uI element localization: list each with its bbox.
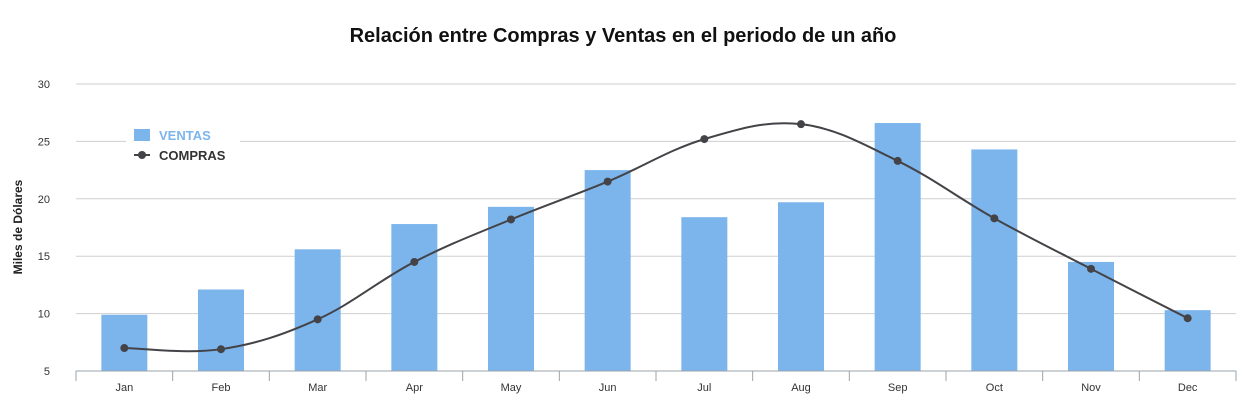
bar-ventas-aug[interactable]: [778, 202, 824, 371]
bar-ventas-jan[interactable]: [101, 314, 148, 371]
grid-layer: [76, 83, 1236, 315]
y-axis-label: Miles de Dólares: [11, 179, 25, 274]
x-tick-label: Feb: [212, 382, 231, 394]
legend[interactable]: VENTAS COMPRAS: [126, 124, 240, 170]
x-tick-label: Mar: [308, 382, 327, 394]
chart-title: Relación entre Compras y Ventas en el pe…: [350, 25, 897, 47]
bar-ventas-apr[interactable]: [391, 224, 438, 371]
x-tick-label: Sep: [888, 382, 908, 394]
point-compras-feb[interactable]: [217, 345, 225, 354]
bar-ventas-feb[interactable]: [198, 289, 244, 371]
point-compras-mar[interactable]: [313, 315, 322, 324]
x-tick-label: Oct: [986, 382, 1003, 394]
point-compras-jun[interactable]: [603, 177, 612, 186]
y-tick-label: 20: [38, 194, 50, 206]
point-compras-sep[interactable]: [893, 156, 902, 165]
legend-swatch-ventas: [134, 129, 150, 141]
line-layer: [120, 120, 1192, 354]
point-compras-oct[interactable]: [990, 214, 999, 223]
axis-layer: 5 10 15 20 25 30 Jan Feb Mar Apr May Jun Jul Aug Sep Oc…: [38, 79, 1237, 394]
bar-ventas-jul[interactable]: [681, 217, 728, 371]
point-compras-jan[interactable]: [120, 344, 129, 353]
y-tick-label: 5: [44, 366, 50, 378]
bar-ventas-jun[interactable]: [584, 170, 631, 371]
line-compras[interactable]: [124, 122, 1189, 353]
x-tick-label: Aug: [791, 382, 811, 394]
bar-ventas-nov[interactable]: [1068, 261, 1114, 371]
legend-item-compras[interactable]: COMPRAS: [134, 148, 226, 163]
point-compras-dec[interactable]: [1183, 314, 1192, 323]
y-tick-label: 15: [38, 251, 50, 263]
y-tick-label: 25: [38, 136, 50, 148]
legend-item-ventas[interactable]: VENTAS: [134, 128, 211, 143]
point-compras-jul[interactable]: [700, 135, 709, 144]
bar-ventas-oct[interactable]: [971, 149, 1018, 371]
bar-ventas-mar[interactable]: [294, 249, 341, 371]
x-tick-label: Jan: [115, 382, 133, 394]
y-tick-label: 30: [38, 79, 50, 91]
point-compras-apr[interactable]: [410, 257, 419, 266]
legend-swatch-compras-marker: [138, 151, 146, 159]
point-compras-may[interactable]: [507, 215, 515, 224]
x-tick-label: Nov: [1081, 382, 1101, 394]
bar-ventas-may[interactable]: [488, 206, 534, 371]
x-tick-label: Jun: [599, 382, 617, 394]
x-tick-label: Apr: [406, 382, 423, 394]
legend-label-ventas: VENTAS: [159, 128, 211, 143]
x-tick-label: Dec: [1178, 382, 1198, 394]
y-tick-label: 10: [38, 309, 50, 321]
point-compras-aug[interactable]: [797, 120, 805, 129]
legend-label-compras: COMPRAS: [159, 148, 226, 163]
x-tick-label: May: [501, 382, 522, 394]
x-tick-label: Jul: [697, 382, 711, 394]
point-compras-nov[interactable]: [1087, 264, 1095, 273]
bar-layer: [101, 123, 1211, 371]
